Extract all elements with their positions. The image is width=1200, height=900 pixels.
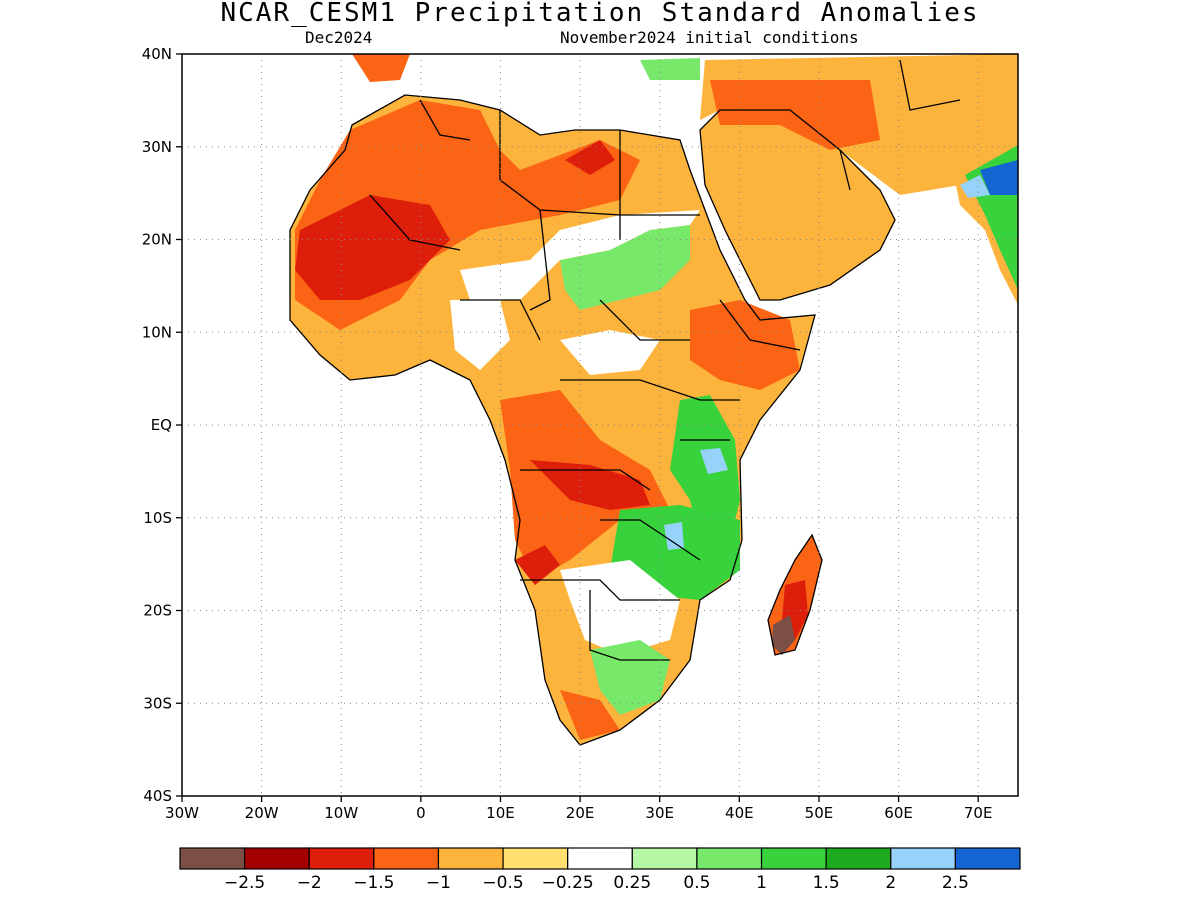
lat-tick-label: 10N xyxy=(142,323,172,341)
anomaly-patch-cape-orange xyxy=(560,690,620,740)
anomaly-patch-sudan-white xyxy=(460,210,700,300)
anomaly-patch-east-green xyxy=(670,395,740,540)
colorbar-label: −0.25 xyxy=(542,873,594,893)
lat-tick-label: 30S xyxy=(143,694,172,712)
colorbar-swatch xyxy=(502,847,569,870)
anomaly-patch-central-white xyxy=(450,300,510,370)
colorbar-swatch xyxy=(825,847,892,870)
anomaly-patch-libya xyxy=(565,140,615,175)
colorbar-swatch xyxy=(890,847,956,870)
colorbar-label: 0.5 xyxy=(683,873,710,893)
colorbar-label: −1 xyxy=(426,873,451,893)
colorbar-label: 1.5 xyxy=(813,873,840,893)
forecast-month-label: Dec2024 xyxy=(305,28,373,47)
colorbar-swatch xyxy=(954,847,1021,870)
anomaly-patch-east-med-green xyxy=(640,58,700,80)
lat-tick-label: 20N xyxy=(142,231,172,249)
lon-tick-label: 0 xyxy=(416,804,426,822)
lon-tick-label: 20W xyxy=(245,804,279,822)
anomaly-patch-congo-red xyxy=(530,460,650,510)
colorbar-label: −0.5 xyxy=(482,873,523,893)
colorbar-swatch xyxy=(437,847,504,870)
axis-ticks xyxy=(176,53,979,802)
colorbar-swatch xyxy=(567,847,633,870)
colorbar-label: 2.5 xyxy=(942,873,969,893)
colorbar-swatch xyxy=(373,847,440,870)
latitude-labels: 40N 30N 20N 10N EQ 10S 20S 30S 40S xyxy=(142,45,172,805)
colorbar xyxy=(179,847,1021,870)
colorbar-swatch xyxy=(631,847,698,870)
map-title: NCAR_CESM1 Precipitation Standard Anomal… xyxy=(220,0,980,28)
colorbar-label: −2 xyxy=(297,873,322,893)
lat-tick-label: 40N xyxy=(142,45,172,63)
anomaly-patch-madagascar-brown xyxy=(772,615,795,655)
colorbar-label: 1 xyxy=(756,873,767,893)
lon-tick-label: 70E xyxy=(964,804,993,822)
anomaly-patch-india-lightblue xyxy=(960,175,990,198)
colorbar-swatch xyxy=(179,847,246,870)
anomaly-patch-angola-red xyxy=(515,545,560,585)
lon-tick-label: 30W xyxy=(165,804,199,822)
colorbar-swatch xyxy=(760,847,827,870)
lat-tick-label: 10S xyxy=(143,509,172,527)
lat-tick-label: EQ xyxy=(151,416,172,434)
anomaly-patch-lake-malawi xyxy=(664,522,684,550)
colorbar-label: 2 xyxy=(885,873,896,893)
lon-tick-label: 50E xyxy=(805,804,834,822)
anomaly-patch-southafrica-green xyxy=(590,640,670,715)
map-gridlines xyxy=(182,54,1018,796)
lat-tick-label: 40S xyxy=(143,787,172,805)
colorbar-labels: −2.5 −2 −1.5 −1 −0.5 −0.25 0.25 0.5 1 1.5 2 2.5 xyxy=(224,873,969,893)
anomaly-patch-lake-victoria xyxy=(700,448,728,474)
lon-tick-label: 30E xyxy=(645,804,674,822)
colorbar-swatch xyxy=(696,847,763,870)
europe-landmass xyxy=(352,54,410,82)
lon-tick-label: 60E xyxy=(884,804,913,822)
lon-tick-label: 10E xyxy=(486,804,515,822)
map-plot-area xyxy=(182,54,1018,796)
lat-tick-label: 20S xyxy=(143,602,172,620)
colorbar-label: 0.25 xyxy=(613,873,651,893)
lat-tick-label: 30N xyxy=(142,138,172,156)
anomaly-patch-sudan-green xyxy=(560,225,690,310)
country-borders xyxy=(289,59,961,746)
anomaly-patch-ethiopia xyxy=(690,300,800,390)
anomaly-patch-mideast-orange xyxy=(710,80,880,150)
lon-tick-label: 10W xyxy=(324,804,358,822)
initial-conditions-label: November2024 initial conditions xyxy=(560,28,859,47)
anomaly-patch-india-blue xyxy=(980,160,1018,195)
lon-tick-label: 20E xyxy=(566,804,595,822)
longitude-labels: 30W 20W 10W 0 10E 20E 30E 40E 50E 60E 70E xyxy=(165,804,992,822)
arabia-landmass xyxy=(700,110,895,300)
colorbar-label: −2.5 xyxy=(224,873,265,893)
colorbar-label: −1.5 xyxy=(353,873,394,893)
lon-tick-label: 40E xyxy=(725,804,754,822)
colorbar-swatch xyxy=(244,847,310,870)
colorbar-swatch xyxy=(308,847,375,870)
anomaly-patch-central-white2 xyxy=(560,330,660,375)
anomaly-patch-west-sahara xyxy=(295,195,450,300)
